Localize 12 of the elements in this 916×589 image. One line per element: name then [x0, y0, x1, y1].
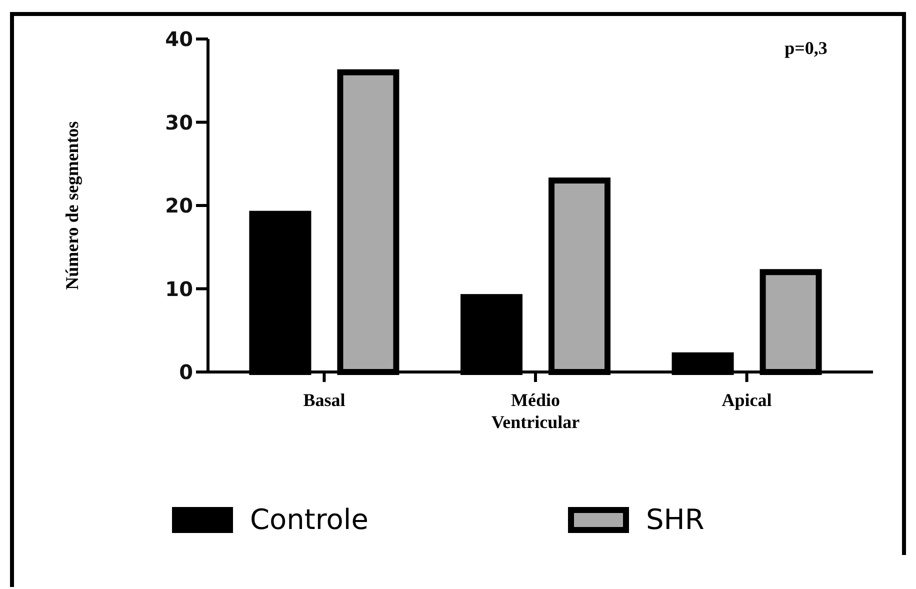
legend-label: SHR — [646, 503, 704, 536]
y-tick-label: 0 — [179, 360, 193, 384]
x-tick-label: Apical — [722, 390, 772, 410]
annotation: p=0,3 — [784, 38, 828, 58]
y-tick-label: 10 — [165, 276, 193, 301]
x-tick-label: Médio Ventricular — [491, 390, 580, 432]
y-tick-label: 40 — [165, 27, 193, 52]
y-tick-label: 20 — [165, 194, 193, 218]
legend-label: Controle — [250, 503, 368, 536]
y-tick-label: 30 — [165, 110, 193, 134]
y-axis-title: Número de segmentos — [62, 121, 82, 290]
x-tick-label: Basal — [303, 390, 346, 410]
